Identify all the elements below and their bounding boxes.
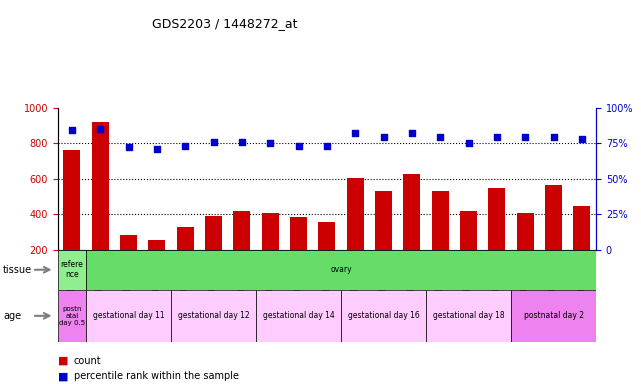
Bar — [177, 227, 194, 285]
Point — [208, 139, 219, 145]
Text: percentile rank within the sample: percentile rank within the sample — [74, 371, 238, 381]
Bar — [432, 191, 449, 285]
Point — [237, 139, 247, 145]
Bar — [205, 216, 222, 285]
Bar — [574, 206, 590, 285]
Text: GDS2203 / 1448272_at: GDS2203 / 1448272_at — [152, 17, 297, 30]
Text: age: age — [3, 311, 21, 321]
Point — [265, 140, 276, 146]
Text: refere
nce: refere nce — [60, 260, 83, 280]
Bar — [120, 235, 137, 285]
Bar — [262, 213, 279, 285]
Text: ovary: ovary — [330, 265, 352, 274]
Point — [463, 140, 474, 146]
FancyBboxPatch shape — [86, 250, 596, 290]
Text: postnatal day 2: postnatal day 2 — [524, 311, 583, 320]
Bar — [92, 122, 109, 285]
Bar — [290, 217, 307, 285]
Bar — [460, 210, 477, 285]
Text: ■: ■ — [58, 371, 68, 381]
Bar — [403, 174, 420, 285]
Bar — [63, 150, 80, 285]
Text: gestational day 18: gestational day 18 — [433, 311, 504, 320]
FancyBboxPatch shape — [341, 290, 426, 342]
FancyBboxPatch shape — [171, 290, 256, 342]
FancyBboxPatch shape — [426, 290, 511, 342]
FancyBboxPatch shape — [86, 290, 171, 342]
Text: tissue: tissue — [3, 265, 32, 275]
Text: gestational day 16: gestational day 16 — [347, 311, 419, 320]
Text: count: count — [74, 356, 101, 366]
Point — [67, 127, 77, 133]
FancyBboxPatch shape — [58, 250, 86, 290]
Point — [549, 134, 559, 141]
Text: postn
atal
day 0.5: postn atal day 0.5 — [59, 306, 85, 326]
Bar — [545, 185, 562, 285]
Point — [407, 130, 417, 136]
Point — [152, 146, 162, 152]
Point — [577, 136, 587, 142]
Point — [492, 134, 502, 141]
FancyBboxPatch shape — [256, 290, 341, 342]
Point — [180, 143, 190, 149]
Bar — [375, 191, 392, 285]
Point — [435, 134, 445, 141]
Bar — [347, 178, 363, 285]
Point — [378, 134, 388, 141]
Bar — [148, 240, 165, 285]
FancyBboxPatch shape — [58, 290, 86, 342]
Text: gestational day 14: gestational day 14 — [263, 311, 335, 320]
Point — [95, 126, 105, 132]
FancyBboxPatch shape — [511, 290, 596, 342]
Point — [124, 144, 134, 151]
Bar — [233, 212, 251, 285]
Point — [294, 143, 304, 149]
Bar — [517, 213, 534, 285]
Point — [520, 134, 530, 141]
Point — [350, 130, 360, 136]
Bar — [488, 188, 506, 285]
Point — [322, 143, 332, 149]
Text: gestational day 12: gestational day 12 — [178, 311, 249, 320]
Text: gestational day 11: gestational day 11 — [93, 311, 164, 320]
Text: ■: ■ — [58, 356, 68, 366]
Bar — [319, 222, 335, 285]
